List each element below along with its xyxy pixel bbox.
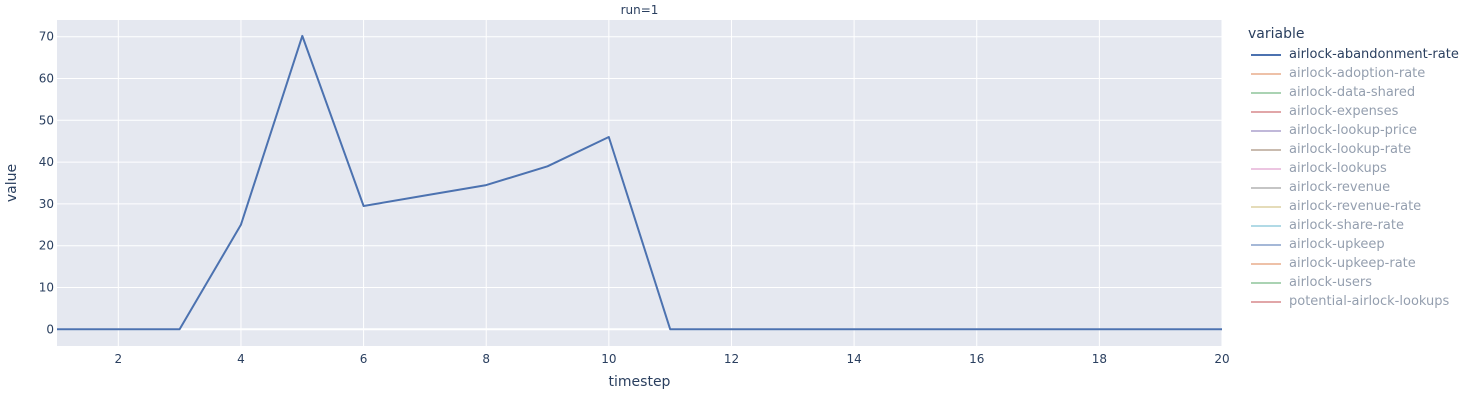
x-tick-label: 10 bbox=[601, 352, 616, 366]
legend-label: airlock-revenue bbox=[1289, 180, 1391, 195]
x-tick-label: 20 bbox=[1214, 352, 1229, 366]
x-tick-label: 4 bbox=[237, 352, 245, 366]
legend-item[interactable]: potential-airlock-lookups bbox=[1248, 292, 1459, 311]
legend-item[interactable]: airlock-abandonment-rate bbox=[1248, 45, 1459, 64]
legend-item[interactable]: airlock-data-shared bbox=[1248, 83, 1459, 102]
x-tick-label: 2 bbox=[114, 352, 122, 366]
legend-swatch bbox=[1251, 129, 1281, 132]
legend-item[interactable]: airlock-lookups bbox=[1248, 159, 1459, 178]
legend-swatch bbox=[1251, 243, 1281, 246]
legend-swatch bbox=[1251, 53, 1281, 56]
legend-swatch bbox=[1251, 110, 1281, 113]
plot-area bbox=[57, 20, 1222, 346]
legend-swatch bbox=[1251, 186, 1281, 189]
legend-label: airlock-lookup-rate bbox=[1289, 142, 1412, 157]
y-tick-label: 10 bbox=[39, 280, 54, 294]
legend-swatch bbox=[1251, 72, 1281, 75]
legend-item[interactable]: airlock-expenses bbox=[1248, 102, 1459, 121]
x-tick-label: 8 bbox=[482, 352, 490, 366]
legend-label: airlock-lookup-price bbox=[1289, 123, 1418, 138]
y-axis-label: value bbox=[4, 163, 20, 203]
y-tick-label: 0 bbox=[46, 322, 54, 336]
legend-swatch bbox=[1251, 300, 1281, 303]
legend-title: variable bbox=[1248, 26, 1305, 42]
x-tick-label: 18 bbox=[1092, 352, 1107, 366]
y-tick-label: 50 bbox=[39, 113, 54, 127]
legend-swatch bbox=[1251, 224, 1281, 227]
x-tick-label: 16 bbox=[969, 352, 984, 366]
legend-label: airlock-lookups bbox=[1289, 161, 1387, 176]
y-tick-label: 60 bbox=[39, 72, 54, 86]
facet-title: run=1 bbox=[620, 3, 659, 17]
legend-label: airlock-upkeep-rate bbox=[1289, 256, 1416, 271]
legend: variable airlock-abandonment-rate airlock… bbox=[1248, 25, 1459, 311]
legend-item[interactable]: airlock-share-rate bbox=[1248, 216, 1459, 235]
y-tick-label: 20 bbox=[39, 239, 54, 253]
y-tick-label: 70 bbox=[39, 30, 54, 44]
x-tick-label: 6 bbox=[360, 352, 368, 366]
legend-label: airlock-upkeep bbox=[1289, 237, 1385, 252]
legend-label: airlock-revenue-rate bbox=[1289, 199, 1422, 214]
legend-swatch bbox=[1251, 281, 1281, 284]
x-tick-label: 14 bbox=[846, 352, 861, 366]
legend-item[interactable]: airlock-lookup-price bbox=[1248, 121, 1459, 140]
x-tick-label: 12 bbox=[724, 352, 739, 366]
legend-item[interactable]: airlock-users bbox=[1248, 273, 1459, 292]
legend-label: airlock-data-shared bbox=[1289, 85, 1416, 100]
x-axis-label: timestep bbox=[608, 374, 671, 390]
legend-swatch bbox=[1251, 205, 1281, 208]
series-line bbox=[57, 34, 1222, 331]
legend-item[interactable]: airlock-upkeep bbox=[1248, 235, 1459, 254]
legend-item[interactable]: airlock-lookup-rate bbox=[1248, 140, 1459, 159]
legend-swatch bbox=[1251, 167, 1281, 170]
legend-label: airlock-adoption-rate bbox=[1289, 66, 1426, 81]
legend-label: potential-airlock-lookups bbox=[1289, 294, 1450, 309]
legend-swatch bbox=[1251, 262, 1281, 265]
legend-label: airlock-expenses bbox=[1289, 104, 1399, 119]
legend-label: airlock-share-rate bbox=[1289, 218, 1404, 233]
y-tick-label: 30 bbox=[39, 197, 54, 211]
y-tick-label: 40 bbox=[39, 155, 54, 169]
legend-item[interactable]: airlock-adoption-rate bbox=[1248, 64, 1459, 83]
legend-item[interactable]: airlock-upkeep-rate bbox=[1248, 254, 1459, 273]
legend-label: airlock-abandonment-rate bbox=[1289, 47, 1459, 62]
legend-items: airlock-abandonment-rate airlock-adoption… bbox=[1248, 45, 1459, 311]
legend-swatch bbox=[1251, 91, 1281, 94]
legend-item[interactable]: airlock-revenue bbox=[1248, 178, 1459, 197]
legend-label: airlock-users bbox=[1289, 275, 1372, 290]
legend-swatch bbox=[1251, 148, 1281, 151]
legend-item[interactable]: airlock-revenue-rate bbox=[1248, 197, 1459, 216]
